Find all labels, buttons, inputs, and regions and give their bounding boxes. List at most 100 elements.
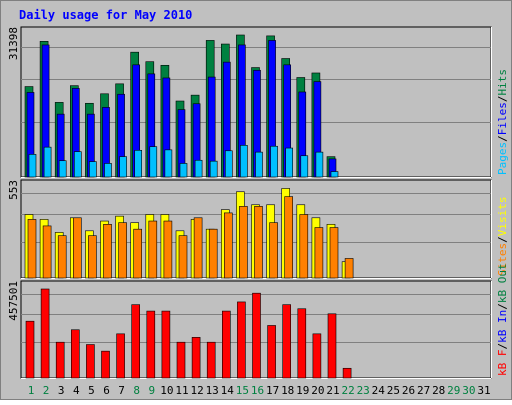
panel-legend: kB F/kB In/kB Out [496, 263, 509, 376]
bar-kb-f-day-15 [237, 301, 246, 379]
bar-sites-day-3 [57, 235, 67, 279]
bar-kb-f-day-14 [222, 310, 231, 379]
bar-pages-day-2 [43, 146, 52, 178]
y-max-label: 457501 [7, 281, 20, 321]
x-tick-label-day-8: 8 [133, 384, 140, 397]
x-tick-label-day-16: 16 [251, 384, 264, 397]
x-tick-label-day-11: 11 [175, 384, 188, 397]
bar-sites-day-8 [133, 228, 142, 279]
bar-pages-day-9 [149, 146, 158, 178]
bar-pages-day-1 [28, 154, 37, 178]
bars-hits-files-pages [24, 34, 339, 178]
bar-sites-day-7 [118, 222, 127, 279]
x-tick-label-day-20: 20 [311, 384, 324, 397]
panel-legend: Sites/Visits [496, 197, 509, 277]
legend-entry: Visits [496, 197, 509, 237]
legend-entry: Files [496, 102, 509, 135]
bar-kb-f-day-6 [101, 350, 110, 379]
bar-sites-day-6 [103, 223, 112, 279]
x-tick-label-day-17: 17 [266, 384, 279, 397]
legend-entry: / [496, 236, 509, 243]
x-tick-label-day-7: 7 [118, 384, 125, 397]
bar-kb-f-day-12 [191, 337, 201, 379]
x-tick-label-day-31: 31 [477, 384, 490, 397]
x-tick-label-day-13: 13 [206, 384, 219, 397]
bar-sites-day-14 [224, 212, 233, 279]
bar-pages-day-20 [315, 151, 324, 178]
y-max-label: 553 [7, 180, 20, 200]
bar-sites-day-1 [27, 219, 37, 279]
x-tick-label-day-21: 21 [326, 384, 339, 397]
bar-sites-day-19 [299, 214, 309, 279]
bar-pages-day-14 [225, 150, 233, 178]
bar-sites-day-20 [314, 227, 324, 279]
bar-sites-day-13 [208, 228, 218, 279]
x-tick-label-day-18: 18 [281, 384, 294, 397]
x-tick-label-day-3: 3 [58, 384, 65, 397]
legend-entry: kB F [496, 350, 509, 377]
bar-sites-day-21 [329, 227, 339, 279]
x-tick-label-day-29: 29 [447, 384, 460, 397]
bar-kb-f-day-4 [71, 329, 80, 379]
legend-entry: / [496, 135, 509, 142]
bar-pages-day-18 [285, 147, 294, 178]
x-tick-label-day-15: 15 [236, 384, 249, 397]
bar-sites-day-12 [193, 217, 203, 279]
x-tick-label-day-19: 19 [296, 384, 309, 397]
bar-kb-f-day-7 [116, 333, 125, 379]
bar-pages-day-19 [300, 155, 309, 178]
bar-pages-day-4 [74, 151, 82, 178]
x-tick-label-day-1: 1 [28, 384, 35, 397]
x-tick-label-day-24: 24 [372, 384, 386, 397]
x-tick-label-day-12: 12 [190, 384, 203, 397]
bar-sites-day-4 [73, 217, 82, 279]
bar-kb-f-day-9 [146, 310, 156, 379]
panel-visits-sites: 553 Sites/Visits [7, 179, 509, 279]
bar-pages-day-6 [104, 163, 112, 178]
bar-kb-f-day-10 [161, 310, 171, 379]
bar-sites-day-11 [178, 235, 188, 279]
bar-sites-day-16 [254, 206, 263, 279]
panel-legend: Pages/Files/Hits [496, 69, 509, 175]
bar-kb-f-day-11 [176, 341, 186, 379]
legend-entry: Sites [496, 243, 509, 276]
bar-pages-day-3 [58, 160, 67, 178]
bar-kb-f-day-17 [267, 325, 276, 379]
legend-entry: Hits [496, 69, 509, 96]
bar-pages-day-5 [89, 161, 97, 178]
x-tick-label-day-5: 5 [88, 384, 95, 397]
bars-visits-sites [24, 188, 354, 279]
bar-sites-day-17 [269, 222, 278, 279]
x-tick-label-day-9: 9 [148, 384, 155, 397]
bar-kb-f-day-1 [25, 320, 35, 379]
chart-panels: 31398Pages/Files/Hits553Sites/Visits4575… [7, 26, 509, 379]
bar-pages-day-13 [209, 160, 218, 178]
chart-title: Daily usage for May 2010 [19, 8, 192, 22]
x-tick-label-day-28: 28 [432, 384, 445, 397]
bars-kb [25, 288, 352, 379]
bar-sites-day-18 [284, 196, 294, 279]
bar-kb-f-day-21 [327, 313, 337, 379]
legend-entry: / [496, 343, 509, 350]
bar-pages-day-15 [240, 145, 248, 178]
bar-sites-day-9 [148, 220, 158, 279]
bar-pages-day-11 [179, 163, 188, 178]
x-tick-label-day-2: 2 [43, 384, 50, 397]
bar-sites-day-22 [344, 258, 354, 279]
x-tick-label-day-26: 26 [402, 384, 415, 397]
legend-entry: Pages [496, 142, 509, 175]
bar-pages-day-21 [330, 171, 339, 178]
y-max-label: 31398 [7, 27, 20, 60]
bar-kb-f-day-22 [342, 367, 352, 379]
x-tick-label-day-25: 25 [387, 384, 400, 397]
bar-kb-f-day-19 [297, 308, 307, 379]
bar-pages-day-7 [119, 156, 127, 178]
x-tick-label-day-23: 23 [357, 384, 370, 397]
x-tick-label-day-22: 22 [341, 384, 354, 397]
x-tick-label-day-27: 27 [417, 384, 430, 397]
legend-entry: kB Out [496, 263, 509, 303]
